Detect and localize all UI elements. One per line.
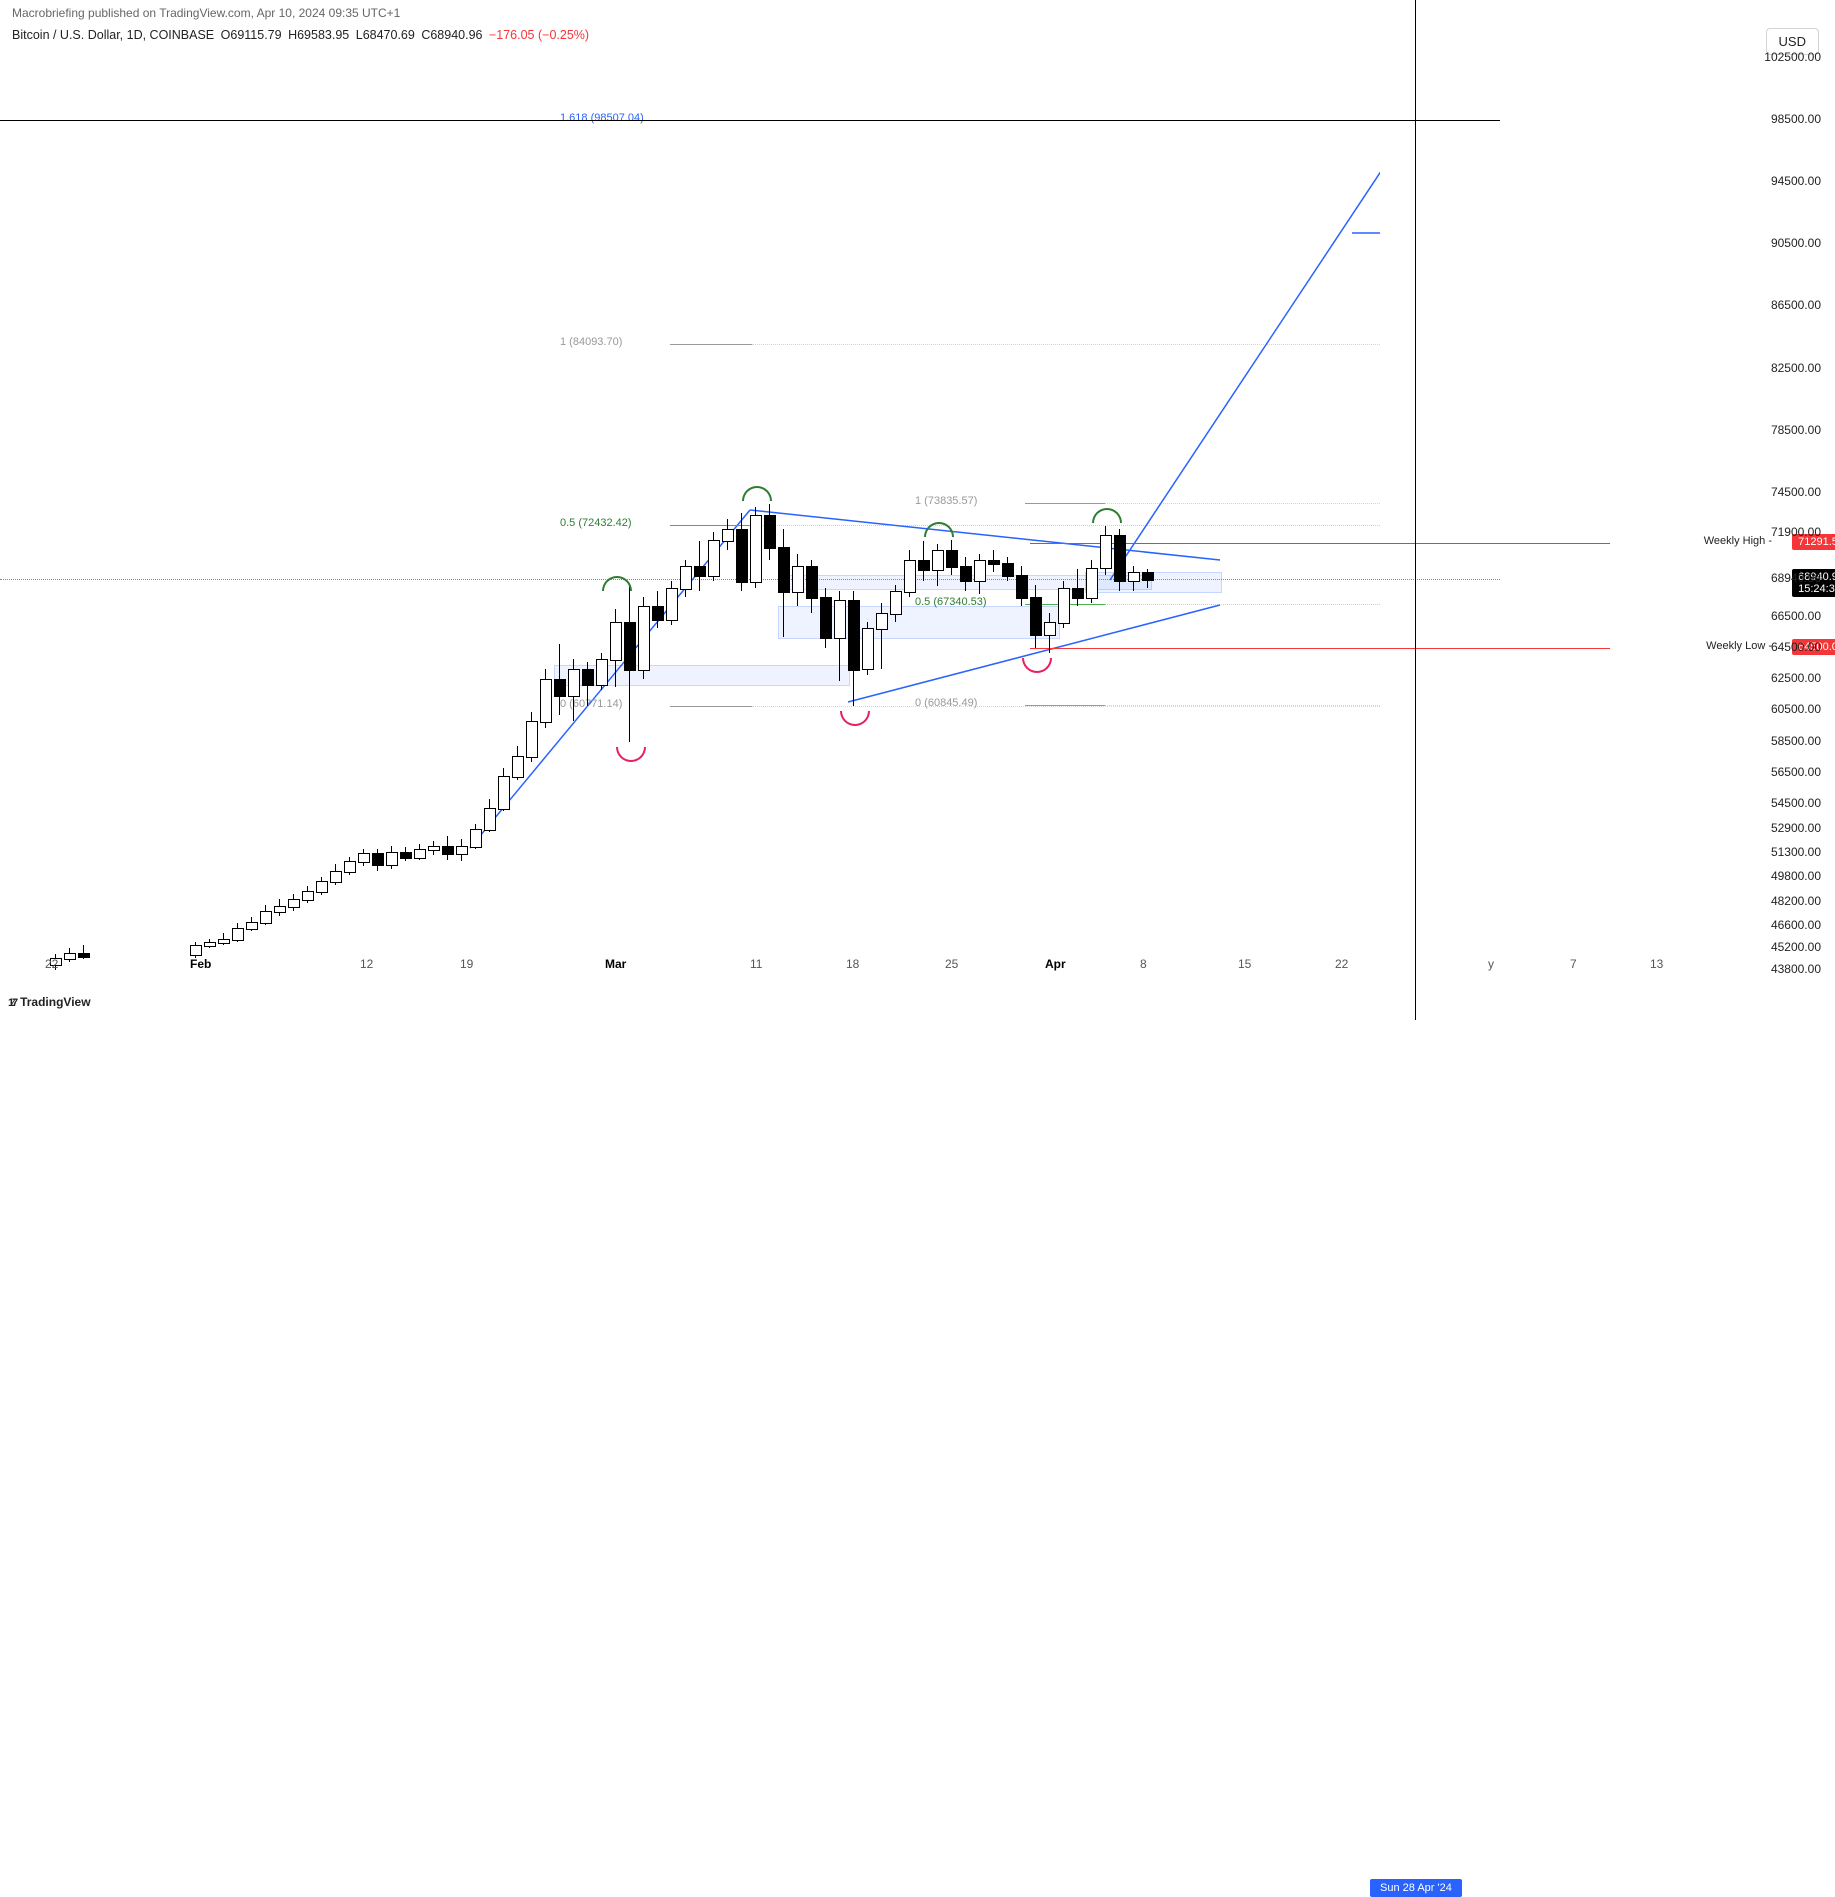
x-tick: 19: [460, 957, 473, 971]
y-tick: 48200.00: [1771, 894, 1821, 908]
x-tick: 12: [360, 957, 373, 971]
x-tick: 8: [1140, 957, 1147, 971]
y-tick: 102500.00: [1764, 50, 1821, 64]
chart-plot[interactable]: 68940.9615:24:37Weekly High -71291.50Wee…: [10, 50, 1380, 970]
y-tick: 54500.00: [1771, 796, 1821, 810]
crosshair-vertical: [1415, 0, 1416, 1020]
x-tick: 25: [945, 957, 958, 971]
swing-arc: [1092, 508, 1122, 523]
fib-label: 0 (60845.49): [915, 697, 977, 709]
y-tick: 51300.00: [1771, 845, 1821, 859]
ohlc-l: L68470.69: [356, 28, 415, 42]
crosshair-horizontal: [0, 120, 1500, 121]
swing-arc: [742, 486, 772, 501]
ohlc-c: C68940.96: [421, 28, 482, 42]
y-tick: 52900.00: [1771, 821, 1821, 835]
ohlc-chg: −176.05 (−0.25%): [489, 28, 589, 42]
y-tick: 86500.00: [1771, 298, 1821, 312]
y-tick: 78500.00: [1771, 423, 1821, 437]
x-tick: 15: [1238, 957, 1251, 971]
y-tick: 43800.00: [1771, 962, 1821, 976]
x-tick: Mar: [605, 957, 626, 971]
y-tick: 58500.00: [1771, 734, 1821, 748]
y-tick: 56500.00: [1771, 765, 1821, 779]
fib-label: 0 (60771.14): [560, 698, 622, 710]
symbol-pair: Bitcoin / U.S. Dollar, 1D, COINBASE: [12, 28, 214, 42]
y-tick: 45200.00: [1771, 940, 1821, 954]
publisher-line: Macrobriefing published on TradingView.c…: [12, 6, 400, 20]
fib-label: 0.5 (72432.42): [560, 517, 632, 529]
x-tick: 22: [1335, 957, 1348, 971]
x-tick: 7: [1570, 957, 1577, 971]
swing-arc: [616, 747, 646, 762]
ohlc-h: H69583.95: [288, 28, 349, 42]
fib-label: 1 (73835.57): [915, 495, 977, 507]
y-tick: 74500.00: [1771, 485, 1821, 499]
swing-arc: [602, 576, 632, 591]
x-tick: 18: [846, 957, 859, 971]
cursor-date-label: Sun 28 Apr '24: [1370, 1879, 1462, 1897]
swing-arc: [924, 522, 954, 537]
swing-arc: [1022, 658, 1052, 673]
x-tick: Apr: [1045, 957, 1066, 971]
y-tick: 71900.00: [1771, 525, 1821, 539]
y-tick: 98500.00: [1771, 112, 1821, 126]
y-tick: 82500.00: [1771, 361, 1821, 375]
y-tick: 90500.00: [1771, 236, 1821, 250]
fib-label: 1 (84093.70): [560, 336, 622, 348]
x-tick: 11: [750, 957, 762, 971]
tradingview-logo: TradingView: [8, 995, 91, 1009]
symbol-line: Bitcoin / U.S. Dollar, 1D, COINBASE O691…: [12, 28, 589, 42]
y-tick: 60500.00: [1771, 702, 1821, 716]
x-tick: 13: [1650, 957, 1663, 971]
x-tick: y: [1488, 957, 1494, 971]
x-tick: 22: [45, 957, 58, 971]
y-tick: 94500.00: [1771, 174, 1821, 188]
y-tick: 62500.00: [1771, 671, 1821, 685]
y-tick: 68940.96: [1771, 571, 1821, 585]
x-tick: Feb: [190, 957, 211, 971]
trend-lines: [10, 50, 1380, 970]
swing-arc: [840, 711, 870, 726]
y-tick: 49800.00: [1771, 869, 1821, 883]
y-tick: 66500.00: [1771, 609, 1821, 623]
fib-label: 1.618 (98507.04): [560, 112, 644, 124]
y-tick: 64500.00: [1771, 640, 1821, 654]
ohlc-o: O69115.79: [221, 28, 282, 42]
y-tick: 46600.00: [1771, 918, 1821, 932]
